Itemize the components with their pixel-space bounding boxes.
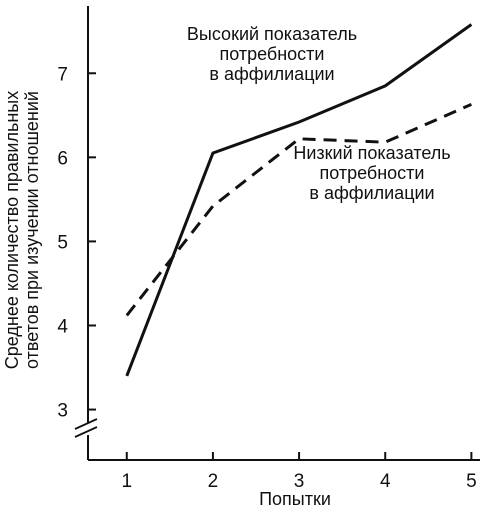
annotation-line: потребности xyxy=(220,44,325,64)
annotation-line: в аффилиации xyxy=(309,183,434,203)
x-tick-label: 3 xyxy=(294,471,305,492)
annotation-line: потребности xyxy=(320,163,425,183)
annotation-line: Высокий показатель xyxy=(187,24,357,44)
x-tick-label: 5 xyxy=(466,471,477,492)
annotation-line: в аффилиации xyxy=(209,64,334,84)
y-tick-label: 5 xyxy=(57,232,68,253)
y-axis-title-line-2: ответов при изучении отношений xyxy=(22,91,42,369)
x-tick-label: 4 xyxy=(380,471,391,492)
y-tick-label: 7 xyxy=(57,64,68,85)
x-axis-title: Попытки xyxy=(259,489,331,509)
y-axis-break-mark-1 xyxy=(74,418,98,430)
x-tick-label: 2 xyxy=(208,471,219,492)
y-axis-title: Среднее количество правильных ответов пр… xyxy=(2,91,42,370)
series-layer xyxy=(125,23,473,377)
y-tick-label: 4 xyxy=(57,316,68,337)
ticks: 3 4 5 6 7 1 2 3 4 5 xyxy=(57,64,476,492)
annotation-line: Низкий показатель xyxy=(293,143,450,163)
series-line-low-affiliation xyxy=(125,103,473,317)
y-tick-label: 6 xyxy=(57,148,68,169)
axes xyxy=(74,6,480,461)
x-tick-label: 1 xyxy=(121,471,132,492)
series-line-high-affiliation xyxy=(125,23,473,377)
y-tick-label: 3 xyxy=(57,401,68,422)
y-axis-title-line-1: Среднее количество правильных xyxy=(2,91,22,370)
y-axis-break-mark-2 xyxy=(74,426,98,438)
